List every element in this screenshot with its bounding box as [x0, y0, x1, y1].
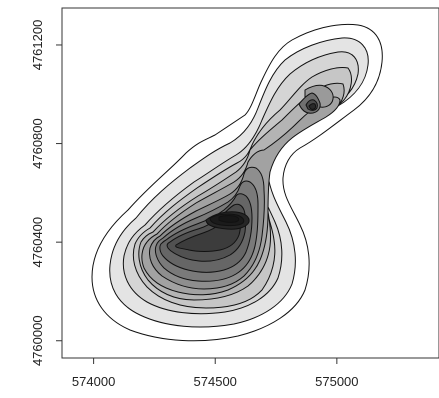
- y-tick-label: 4760800: [30, 118, 45, 169]
- y-tick-label: 4761200: [30, 20, 45, 71]
- x-axis: 574000 574500 575000: [72, 358, 359, 389]
- x-tick-label: 574500: [194, 374, 237, 389]
- y-tick-label: 4760000: [30, 315, 45, 366]
- y-axis: 4760000 4760400 4760800 4761200: [30, 20, 62, 366]
- y-tick-label: 4760400: [30, 217, 45, 268]
- contour-layer: [91, 23, 383, 342]
- contour-level-16: [308, 103, 317, 110]
- x-tick-label: 574000: [72, 374, 115, 389]
- contour-level-18: [218, 215, 240, 223]
- x-tick-label: 575000: [315, 374, 358, 389]
